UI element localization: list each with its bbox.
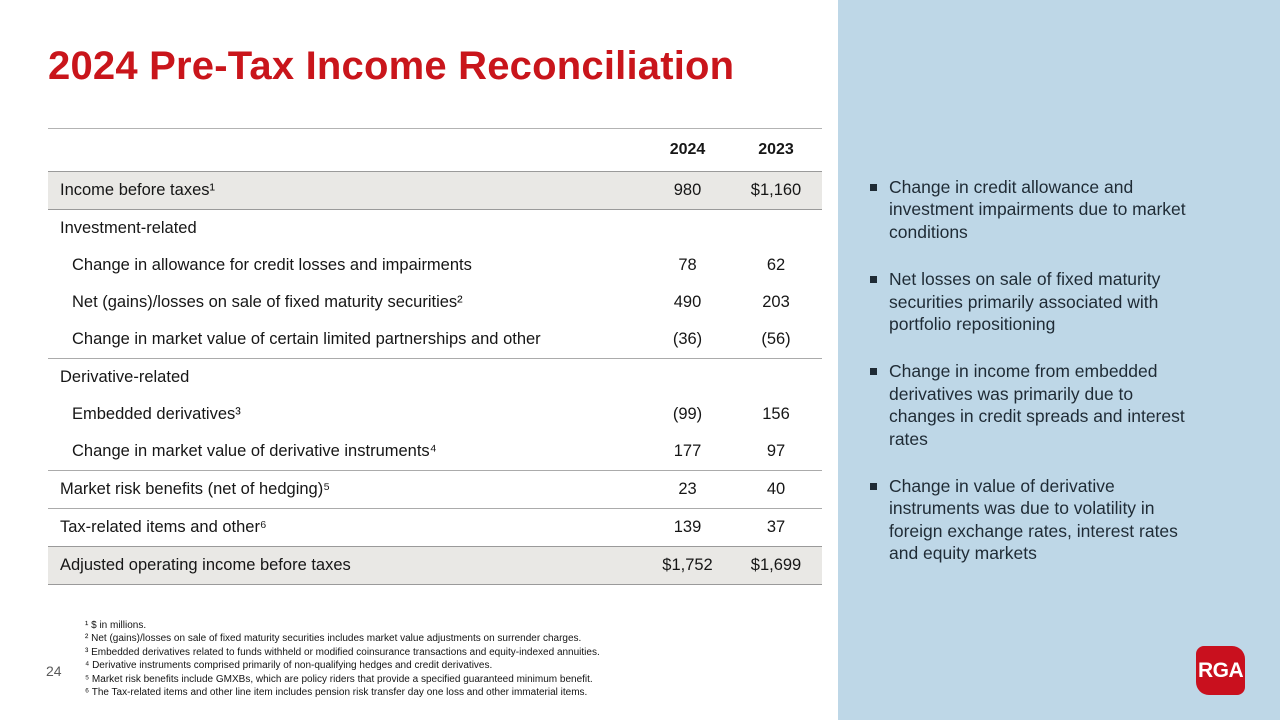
value-2024: 78 — [678, 256, 697, 274]
value-2024: (99) — [672, 405, 703, 423]
bullet-item: Change in value of derivative instrument… — [870, 475, 1204, 565]
square-bullet-icon — [870, 276, 877, 284]
value-2024: (36) — [672, 330, 703, 348]
row-label: Net (gains)/losses on sale of fixed matu… — [72, 293, 463, 311]
table-row-tax-related-items: Tax-related items and other⁶ 139 37 — [48, 508, 822, 546]
bullet-list: Change in credit allowance and investmen… — [870, 176, 1204, 565]
footnote-line: ² Net (gains)/losses on sale of fixed ma… — [85, 633, 582, 645]
table-row-market-risk-benefits: Market risk benefits (net of hedging)⁵ 2… — [48, 470, 822, 508]
value-2023: 156 — [762, 405, 790, 423]
pretax-reconciliation-table: 2024 2023 Income before taxes¹ 980 $1,16… — [48, 128, 822, 585]
square-bullet-icon — [870, 184, 877, 191]
row-label: Derivative-related — [60, 368, 190, 386]
bullet-text: Change in credit allowance and investmen… — [889, 177, 1186, 242]
page-number: 24 — [46, 663, 62, 679]
footnote-line: ¹ $ in millions. — [85, 620, 147, 631]
slide-title: 2024 Pre-Tax Income Reconciliation — [48, 44, 735, 88]
logo-text: RGA — [1198, 658, 1244, 682]
value-2024: 177 — [673, 442, 702, 460]
table-row-fixed-maturity-securities: Net (gains)/losses on sale of fixed matu… — [48, 284, 822, 321]
rga-logo: RGA — [1196, 646, 1245, 695]
value-2024: $1,752 — [662, 556, 713, 574]
table-row-credit-losses: Change in allowance for credit losses an… — [48, 247, 822, 284]
table-row-derivative-instruments: Change in market value of derivative ins… — [48, 433, 822, 470]
value-2023: (56) — [761, 330, 791, 348]
commentary-panel — [838, 0, 1280, 720]
value-2023: 62 — [766, 256, 786, 274]
row-label: Change in market value of certain limite… — [72, 330, 541, 348]
row-label: Market risk benefits (net of hedging)⁵ — [60, 480, 331, 498]
value-2023: $1,160 — [750, 181, 802, 199]
table-row-income-before-taxes: Income before taxes¹ 980 $1,160 — [48, 171, 822, 210]
bullet-item: Change in credit allowance and investmen… — [870, 176, 1204, 243]
row-label: Investment-related — [60, 219, 197, 237]
value-2024: 139 — [673, 518, 702, 536]
value-2023: 40 — [766, 480, 786, 498]
row-label: Adjusted operating income before taxes — [60, 556, 351, 574]
table-section-derivative-related: Derivative-related — [48, 358, 822, 396]
table-section-investment-related: Investment-related — [48, 210, 822, 247]
footnote-line: ⁴ Derivative instruments comprised prima… — [85, 660, 493, 672]
value-2024: 490 — [673, 293, 702, 311]
bullet-text: Change in income from embedded derivativ… — [889, 361, 1185, 449]
value-2024: 23 — [678, 480, 697, 498]
footnote-line: ³ Embedded derivatives related to funds … — [85, 646, 600, 658]
footnotes: ¹ $ in millions. ² Net (gains)/losses on… — [85, 619, 685, 699]
value-2023: 97 — [766, 442, 786, 460]
bullet-text: Change in value of derivative instrument… — [889, 476, 1178, 564]
row-label: Embedded derivatives³ — [72, 405, 241, 423]
row-label: Change in market value of derivative ins… — [72, 442, 437, 460]
value-2023: 37 — [766, 518, 786, 536]
square-bullet-icon — [870, 483, 877, 491]
row-label: Tax-related items and other⁶ — [60, 518, 267, 536]
value-2023: 203 — [762, 293, 790, 311]
footnote-line: ⁵ Market risk benefits include GMXBs, wh… — [85, 673, 593, 685]
bullet-text: Net losses on sale of fixed maturity sec… — [889, 269, 1161, 335]
table-header-row: 2024 2023 — [48, 128, 822, 171]
table-row-adjusted-operating-income: Adjusted operating income before taxes $… — [48, 546, 822, 585]
footnote-line: ⁶ The Tax-related items and other line i… — [85, 687, 588, 699]
bullet-item: Change in income from embedded derivativ… — [870, 360, 1204, 450]
value-2023: $1,699 — [750, 556, 802, 574]
square-bullet-icon — [870, 368, 877, 376]
value-2024: 980 — [673, 181, 702, 199]
year-column-header-2024: 2024 — [669, 141, 706, 158]
year-column-header-2023: 2023 — [758, 141, 794, 158]
row-label: Change in allowance for credit losses an… — [72, 256, 472, 274]
table-row-embedded-derivatives: Embedded derivatives³ (99) 156 — [48, 396, 822, 433]
row-label: Income before taxes¹ — [60, 181, 215, 199]
bullet-item: Net losses on sale of fixed maturity sec… — [870, 268, 1204, 335]
table-row-limited-partnerships: Change in market value of certain limite… — [48, 321, 822, 358]
